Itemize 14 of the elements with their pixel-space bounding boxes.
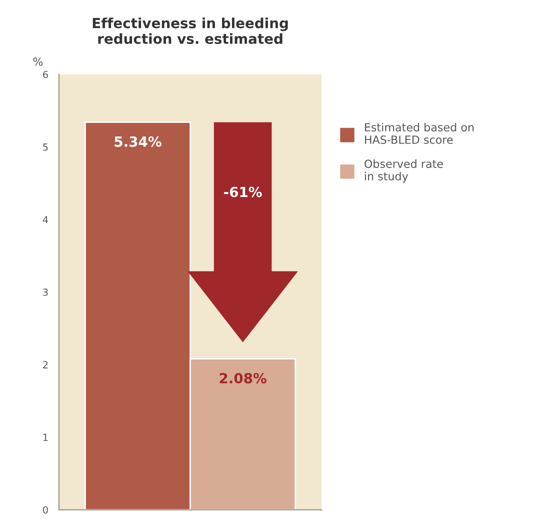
y-tick-label: 4 xyxy=(42,216,48,224)
y-tick-label: 0 xyxy=(43,506,48,514)
y-tick-label: 2 xyxy=(43,361,48,368)
y-tick-label: 1 xyxy=(43,434,48,441)
y-axis-title: % xyxy=(33,57,43,66)
legend-label: Observed rate in study xyxy=(364,159,443,183)
data-label: 2.08% xyxy=(220,372,266,384)
legend-label: Estimated based on HAS-BLED score xyxy=(365,122,474,144)
annotation: -61% xyxy=(224,186,262,198)
chart-title: Effectiveness in bleeding reduction vs. estimated xyxy=(92,18,288,44)
y-tick-label: 6 xyxy=(43,70,48,78)
y-tick-label: 5 xyxy=(43,144,48,151)
data-label: 5.34% xyxy=(114,136,162,147)
y-tick-label: 3 xyxy=(43,288,48,296)
